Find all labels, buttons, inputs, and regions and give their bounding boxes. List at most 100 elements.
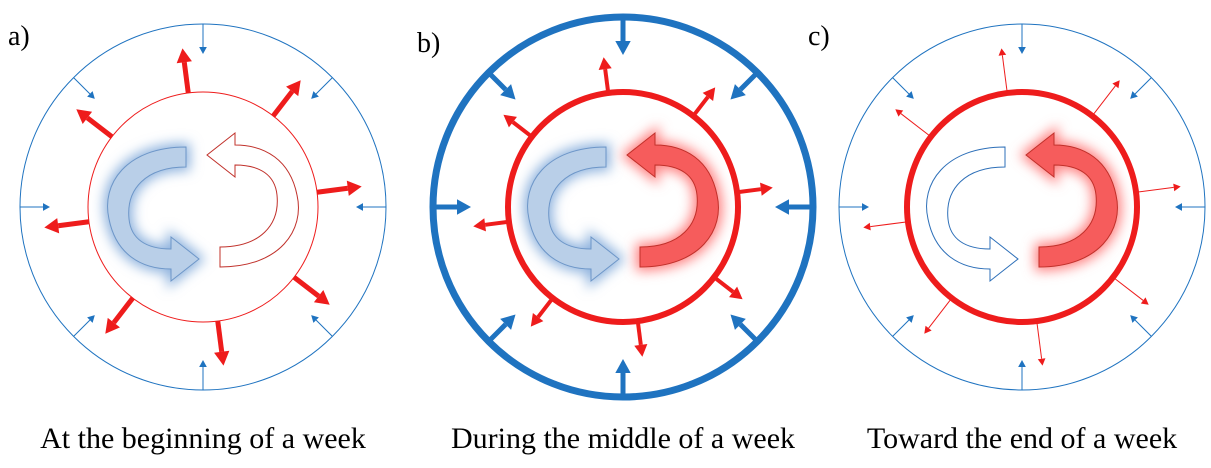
arrow-head [998,48,1007,56]
arrow-shaft [870,221,909,228]
arrow-shaft [1112,276,1144,301]
arrow-head [730,84,746,100]
arrow-head [457,199,471,215]
arrow-head [906,91,914,99]
inner-circle [904,89,1140,325]
arrow-head [615,41,631,55]
arrow-shaft [484,219,510,227]
arrow-shaft [85,115,114,139]
arrow-head [1173,183,1181,192]
arrow-head [503,114,517,128]
arrow-head [87,91,95,99]
arrow-head [1130,91,1138,99]
arrow-shaft [316,185,349,195]
panel-label: a) [8,21,30,52]
arrow-head [311,91,319,99]
panel-caption: At the beginning of a week [40,422,366,455]
arrow-shaft [215,320,225,353]
arrow-head [895,109,904,117]
arrow-head [176,48,192,64]
arrow-head [1130,315,1138,323]
arrow-head [863,222,871,231]
arrow-shaft [292,275,321,299]
arrow-shaft [712,275,735,294]
arrow-shaft [111,296,135,325]
arrow-head [44,218,60,234]
arrow-head [286,80,301,97]
inner-circle [505,89,741,325]
arrow-head [356,203,363,211]
arrow-shaft [315,319,333,337]
arrow-shaft [738,70,760,92]
panel-label: b) [417,28,440,59]
panel-label: c) [808,21,830,52]
arrow-shaft [1135,186,1174,193]
arrow-head [76,109,93,124]
arrow-shaft [736,187,762,195]
arrow-shaft [603,68,611,94]
arrow-shaft [486,70,508,92]
arrow-shaft [1134,319,1152,337]
arrow-head [1018,47,1026,54]
arrow-head [473,218,486,232]
arrow-head [1112,80,1120,89]
arrow-shaft [181,61,191,94]
arrow-head [862,203,869,211]
arrow-head [775,199,789,215]
curved-arrow [107,146,200,283]
arrow-shaft [738,322,760,344]
panel-caption: During the middle of a week [451,422,795,455]
panel: b) During the middle of a week [417,13,817,455]
arrow-shaft [315,77,333,95]
arrow-shaft [1091,85,1116,117]
arrow-head [729,286,743,300]
arrow-head [598,57,612,70]
arrow-head [634,344,648,357]
arrow-head [906,315,914,323]
arrow-head [500,314,516,330]
arrow-shaft [892,77,910,95]
arrow-head [924,325,932,334]
arrow-head [500,84,516,100]
arrow-head [1018,360,1026,367]
arrow-shaft [57,219,90,229]
arrow-shaft [892,319,910,337]
arrow-head [87,315,95,323]
panel-caption: Toward the end of a week [867,422,1177,455]
arrow-head [105,317,120,334]
arrow-head [1175,203,1182,211]
inner-circle [87,91,319,323]
arrow-head [311,315,319,323]
arrow-shaft [73,77,91,95]
arrow-shaft [536,296,555,319]
arrow-shaft [486,322,508,344]
curved-arrow [1025,131,1118,268]
arrow-shaft [511,120,534,139]
arrow-head [1037,358,1046,366]
arrow-shaft [1134,77,1152,95]
arrow-head [199,360,207,367]
curved-arrow [527,146,620,283]
arrow-head [760,182,773,196]
arrow-head [43,203,50,211]
arrow-head [615,359,631,373]
arrow-head [313,290,330,305]
arrow-head [214,350,230,366]
arrow-shaft [928,297,953,329]
panel: a) At the beginning of a week [8,21,387,455]
arrow-shaft [73,319,91,337]
arrow-head [346,180,362,196]
arrow-head [730,314,746,330]
panel: c) Toward the end of a week [808,21,1206,455]
curved-arrow [626,131,719,268]
arrow-shaft [1001,55,1008,94]
arrow-head [199,47,207,54]
arrow-head [702,87,716,101]
arrow-shaft [271,89,295,118]
arrow-shaft [1036,320,1043,359]
arrow-shaft [635,320,643,346]
curved-arrow [206,131,299,268]
arrow-head [1140,297,1149,305]
arrow-shaft [691,95,710,118]
